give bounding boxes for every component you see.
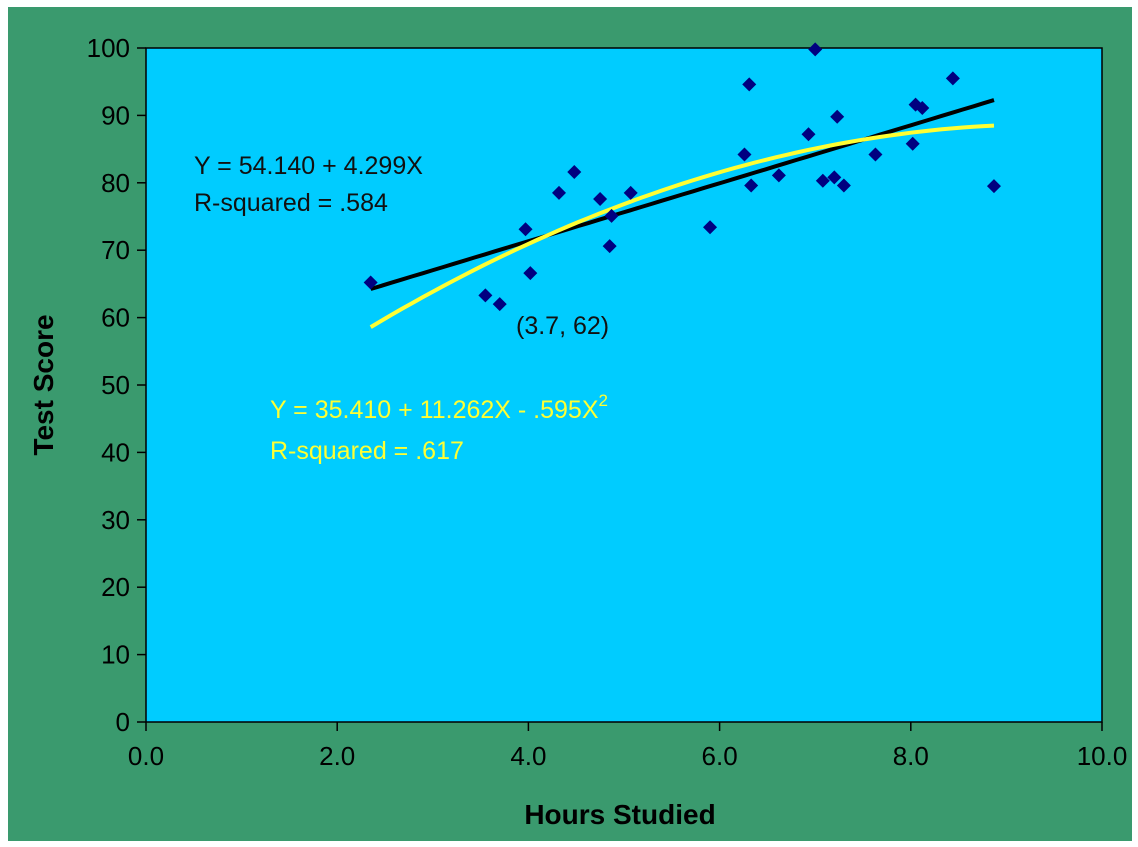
quadratic-equation-exponent: 2 [599,391,608,410]
data-point [827,170,842,185]
y-tick-label: 30 [101,505,130,535]
linear-r-squared-label: R-squared = .584 [194,189,388,217]
data-point [945,71,960,86]
data-point [737,147,752,162]
data-point [518,222,533,237]
y-tick-label: 50 [101,370,130,400]
data-point [744,178,759,193]
x-tick-label: 10.0 [1077,741,1128,771]
y-tick-label: 10 [101,640,130,670]
quadratic-equation-text: Y = 35.410 + 11.262X - .595X [270,396,599,424]
y-axis-title: Test Score [28,314,59,455]
y-tick-label: 0 [116,707,130,737]
data-point [742,77,757,92]
data-points [363,42,1001,312]
data-point [830,109,845,124]
data-point [836,178,851,193]
y-tick-label: 40 [101,437,130,467]
data-point [478,288,493,303]
data-point [815,173,830,188]
data-point [623,185,638,200]
data-point [808,42,823,57]
quadratic-fit-line [369,123,995,329]
data-point [868,147,883,162]
data-point [703,220,718,235]
x-tick-label: 8.0 [893,741,929,771]
fit-lines [369,98,995,329]
data-point [551,185,566,200]
data-point [567,165,582,180]
y-tick-label: 60 [101,303,130,333]
data-point [523,266,538,281]
data-point [604,208,619,223]
y-tick-label: 70 [101,235,130,265]
data-point [986,179,1001,194]
data-point [363,275,378,290]
x-tick-label: 0.0 [128,741,164,771]
data-point [905,136,920,151]
data-point [593,191,608,206]
x-tick-label: 6.0 [702,741,738,771]
data-point [492,297,507,312]
plot-area [145,47,1103,723]
y-tick-label: 90 [101,100,130,130]
quadratic-equation-label: Y = 35.410 + 11.262X - .595X2 [270,391,608,424]
x-tick-label: 4.0 [510,741,546,771]
data-point [602,239,617,254]
data-point [915,100,930,115]
axes: 0 10 20 30 40 50 60 70 80 90 100 0.0 2.0 4.0 6.0 8.0 10.… [87,33,1128,771]
x-tick-label: 2.0 [319,741,355,771]
data-point [771,168,786,183]
point-coordinate-label: (3.7, 62) [516,312,609,340]
quadratic-r-squared-label: R-squared = .617 [270,437,464,465]
linear-fit-line [370,98,995,291]
y-tick-label: 100 [87,33,130,63]
data-point [801,127,816,142]
y-tick-label: 20 [101,572,130,602]
y-tick-label: 80 [101,168,130,198]
linear-equation-label: Y = 54.140 + 4.299X [194,152,423,180]
x-axis-title: Hours Studied [524,799,715,830]
